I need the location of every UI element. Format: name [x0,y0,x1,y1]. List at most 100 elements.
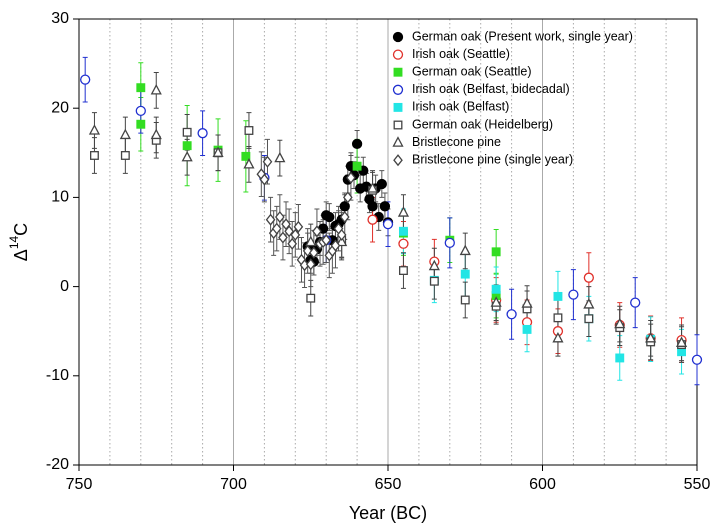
y-tick-label: 30 [51,10,69,27]
point [583,298,595,309]
legend-label: German oak (Heidelberg) [412,117,553,131]
point [459,244,471,256]
point [675,336,688,347]
point [522,324,532,334]
point [241,151,251,161]
point [278,231,288,244]
point [150,83,162,95]
point [552,331,564,343]
point [274,151,286,163]
y-tick-label: 10 [51,189,69,206]
point [119,128,131,140]
point [80,74,91,85]
point [398,226,408,236]
point [491,284,501,294]
point [321,234,332,247]
x-tick-label: 550 [684,476,711,493]
point [398,266,408,275]
point [275,210,285,224]
point [584,314,594,324]
point [351,138,363,150]
legend-label: Bristlecone pine (single year) [412,152,573,166]
legend-label: Bristlecone pine [412,135,501,149]
point [615,353,625,363]
legend-label: Irish oak (Belfast) [412,100,509,114]
legend-marker [393,154,403,167]
point [397,206,410,217]
point [614,317,626,329]
legend: German oak (Present work, single year) Ir… [392,29,633,167]
point [691,354,703,365]
point [429,276,439,286]
point [120,151,130,160]
legend-marker [392,84,404,95]
x-tick-label: 600 [529,476,556,493]
point [460,295,470,305]
point [367,201,378,212]
point [352,161,362,171]
point [244,126,254,135]
point [506,309,517,320]
point [284,225,294,238]
legend-marker [393,120,403,130]
point [324,211,335,223]
point [346,171,356,184]
y-axis-title: Δ14C [7,223,31,261]
x-tick-label: 650 [375,476,402,493]
point [336,235,348,247]
point [382,219,394,230]
x-tick-label: 700 [220,476,247,493]
point [379,201,391,212]
legend-marker [392,31,404,43]
point [136,83,146,93]
legend-label: Irish oak (Seattle) [412,47,510,61]
x-axis-title: Year (BC) [349,503,427,523]
point [490,296,502,307]
legend-marker [392,136,404,147]
legend-label: German oak (Seattle) [412,64,532,78]
point [491,247,501,257]
point [88,124,101,135]
point [262,155,273,168]
point [339,201,350,212]
point [367,214,378,225]
point [306,293,316,303]
point [568,289,579,300]
point [677,347,686,357]
point [150,128,162,140]
point [521,297,533,308]
point [290,228,301,241]
y-tick-label: 0 [60,278,69,295]
point [398,238,409,249]
point [645,331,657,343]
point [259,173,270,186]
point [583,272,594,283]
point [339,210,350,224]
point [212,146,224,157]
y-tick-label: -20 [46,456,69,473]
point [265,213,276,226]
legend-marker [393,102,403,112]
legend-marker [393,67,403,77]
point [305,258,316,271]
point [243,158,255,169]
point [366,182,379,193]
y-axis-title-unit: C [11,223,31,236]
point [293,220,304,233]
y-axis-title-base: Δ [11,249,31,261]
point [428,259,440,271]
point [553,313,563,323]
point [182,141,192,151]
point [182,127,192,137]
point [197,128,208,139]
point [181,150,193,162]
point [271,222,282,235]
point [444,237,455,249]
point [312,225,322,238]
y-tick-label: -10 [46,367,69,384]
point [135,105,146,117]
point [305,235,317,247]
point [460,269,470,279]
legend-marker [392,49,404,60]
